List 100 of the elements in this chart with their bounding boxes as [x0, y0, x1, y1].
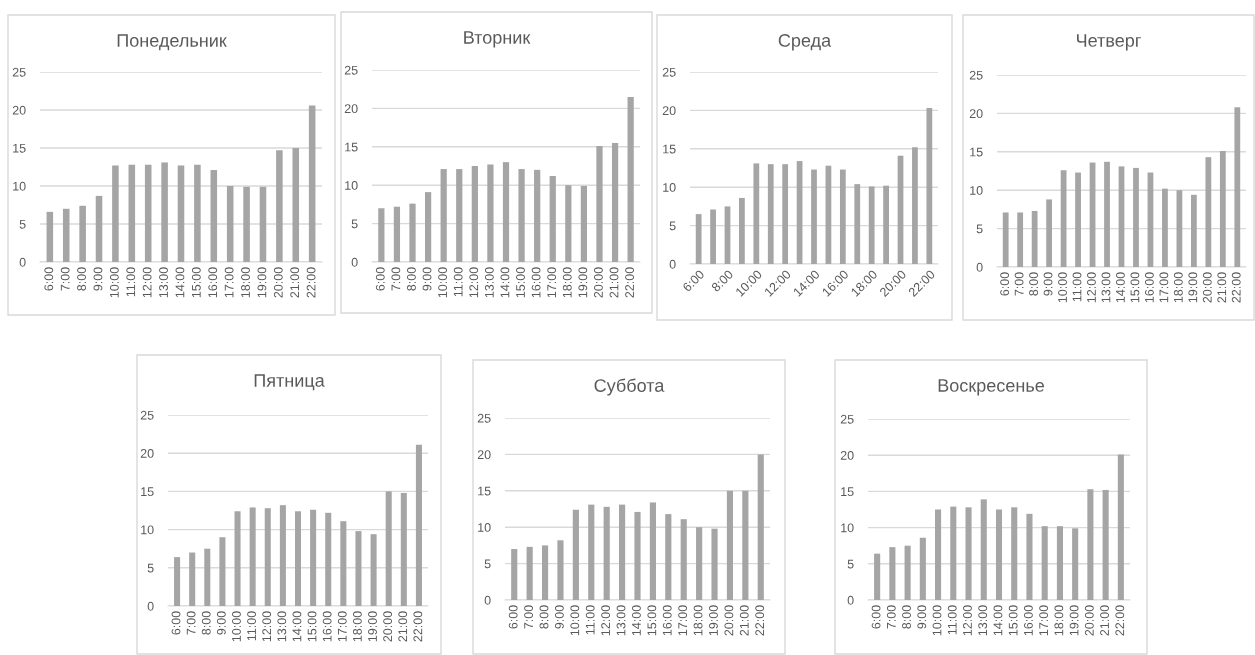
y-tick-label: 15 — [970, 147, 983, 157]
x-tick-label: 10:00 — [438, 267, 448, 298]
x-tick-label: 8:00 — [77, 267, 86, 291]
x-tick-label: 9:00 — [216, 611, 226, 635]
x-tick-label: 14:00 — [292, 611, 302, 642]
y-tick-label: 25 — [140, 410, 154, 420]
y-tick-label: 5 — [351, 219, 358, 229]
bar — [1011, 507, 1018, 600]
x-tick-label: 9:00 — [1043, 272, 1053, 296]
x-tick-label: 13:00 — [484, 267, 494, 298]
x-tick-label: 15:00 — [191, 267, 201, 298]
x-tick-label: 22:00 — [306, 267, 316, 298]
x-tick-label: 21:00 — [1100, 605, 1109, 636]
bar — [782, 164, 789, 264]
bar — [502, 162, 510, 262]
x-tick-label: 8:00 — [902, 605, 911, 629]
x-tick-label: 22:00 — [413, 611, 423, 642]
y-tick-label: 5 — [147, 563, 154, 573]
bar — [980, 499, 987, 600]
x-tick-label: 17:00 — [547, 267, 557, 298]
bar — [385, 491, 392, 606]
bar — [1117, 454, 1124, 600]
bar — [912, 147, 918, 264]
bar — [1031, 210, 1038, 267]
chart-title: Пятница — [254, 374, 325, 391]
x-tick-label: 11:00 — [453, 267, 463, 297]
x-tick-label: 12:00 — [142, 267, 152, 298]
bar — [919, 537, 926, 600]
x-tick-label: 8:00 — [201, 611, 211, 635]
bar — [308, 105, 316, 262]
chart-title: Четверг — [1077, 34, 1141, 51]
bar — [456, 169, 463, 262]
x-tick-label: 12:00 — [601, 605, 611, 636]
y-tick-label: 5 — [847, 559, 854, 569]
x-tick-label: 17:00 — [224, 267, 234, 298]
x-tick-label: 9:00 — [93, 267, 103, 291]
x-tick-label: 18:00 — [1173, 272, 1183, 303]
x-tick-label: 10:00 — [109, 267, 119, 298]
bar — [565, 185, 572, 262]
y-tick-label: 20 — [344, 104, 358, 114]
chart-title: Среда — [778, 34, 832, 51]
bar — [259, 186, 267, 262]
x-tick-label: 14:00 — [632, 605, 641, 636]
chart-title: Понедельник — [117, 34, 227, 51]
bar — [1162, 188, 1168, 267]
x-tick-label: 17:00 — [1159, 272, 1169, 303]
y-tick-label: 20 — [969, 109, 983, 119]
x-tick-label: 22:00 — [1231, 272, 1241, 303]
bar — [950, 506, 957, 600]
bar — [541, 545, 549, 600]
bar — [854, 184, 861, 264]
x-tick-label: 11:00 — [126, 267, 136, 297]
x-tick-label: 20:00 — [593, 267, 603, 298]
x-tick-label: 6:00 — [375, 267, 385, 291]
bar — [62, 208, 70, 262]
bar — [1017, 212, 1024, 267]
y-tick-label: 5 — [484, 559, 491, 569]
x-tick-label: 18:00 — [352, 611, 362, 642]
x-tick-label: 12:00 — [469, 267, 479, 298]
bar — [1056, 526, 1063, 600]
bar — [739, 197, 745, 264]
bar — [767, 164, 774, 264]
bar — [839, 169, 846, 264]
bar — [95, 195, 103, 262]
x-tick-label: 10:00 — [932, 605, 942, 636]
bar — [325, 512, 332, 606]
bar — [79, 205, 86, 262]
bar — [572, 509, 579, 600]
bar — [249, 507, 256, 606]
y-tick-label: 0 — [669, 259, 676, 269]
x-tick-label: 8:00 — [1029, 272, 1038, 296]
x-tick-label: 7:00 — [524, 605, 534, 629]
bar — [370, 534, 377, 606]
x-tick-label: 14:00 — [993, 605, 1003, 636]
x-tick-label: 21:00 — [290, 267, 300, 298]
bar — [1205, 157, 1212, 267]
x-tick-label: 8:00 — [539, 605, 549, 629]
bar — [904, 545, 911, 600]
x-tick-label: 14:00 — [500, 267, 510, 298]
y-tick-label: 0 — [976, 262, 983, 272]
bar — [424, 192, 432, 262]
y-tick-label: 15 — [141, 487, 154, 497]
y-tick-label: 5 — [19, 219, 26, 229]
bar — [1219, 151, 1226, 267]
x-tick-label: 11:00 — [947, 605, 957, 635]
bar — [189, 552, 196, 606]
y-tick-label: 20 — [477, 450, 491, 460]
bar — [378, 208, 385, 262]
y-tick-label: 5 — [669, 221, 676, 231]
x-tick-label: 18:00 — [1054, 605, 1064, 636]
x-tick-label: 10:00 — [570, 605, 580, 636]
bar — [649, 502, 656, 600]
bar — [393, 206, 401, 262]
bar — [526, 546, 533, 600]
x-tick-label: 9:00 — [422, 267, 432, 291]
x-tick-label: 16:00 — [662, 605, 672, 636]
x-tick-label: 7:00 — [886, 605, 896, 629]
bar — [243, 186, 250, 262]
y-tick-label: 20 — [140, 449, 154, 458]
bar — [811, 169, 817, 264]
